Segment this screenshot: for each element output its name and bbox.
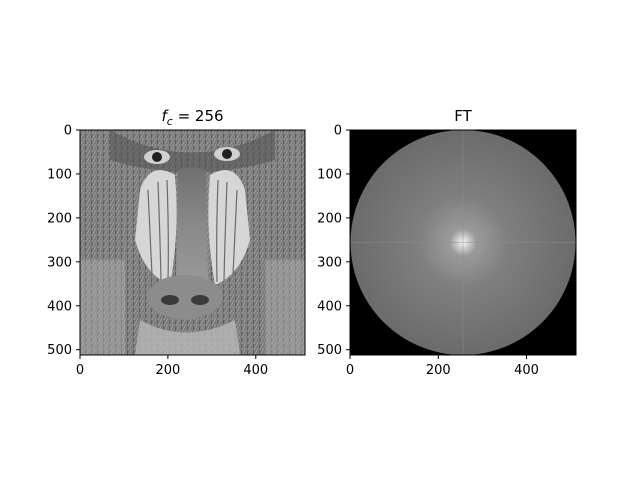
- ft-image: [350, 130, 576, 355]
- x-tick-label-left-1: 200: [155, 363, 180, 378]
- x-tick-label-left-0: 0: [76, 363, 84, 378]
- mandrill-image: [80, 130, 305, 355]
- ticks-left: 0 200 400 0 100 200 300 400 500: [47, 124, 268, 379]
- x-tick-label-right-2: 400: [514, 363, 539, 378]
- image-panel-right: FT 0 200 400 0 100 200 300 400 500: [317, 107, 577, 379]
- x-tick-label-right-0: 0: [346, 363, 354, 378]
- x-tick-label-right-1: 200: [426, 363, 451, 378]
- title-left: fc = 256: [161, 107, 223, 128]
- title-right: FT: [454, 107, 472, 125]
- y-tick-label-right-1: 100: [317, 167, 342, 182]
- y-tick-label-left-4: 400: [47, 299, 72, 314]
- y-tick-label-left-1: 100: [47, 167, 72, 182]
- axes-frame-left: [79, 129, 306, 356]
- y-tick-label-right-4: 400: [317, 299, 342, 314]
- image-panel-left: fc = 256 0 200 400 0 100 200 300 400 500: [47, 107, 306, 379]
- y-tick-label-right-5: 500: [317, 343, 342, 358]
- y-tick-label-left-2: 200: [47, 211, 72, 226]
- y-tick-label-left-3: 300: [47, 255, 72, 270]
- axes-frame-right: [349, 129, 577, 356]
- y-tick-label-left-5: 500: [47, 343, 72, 358]
- y-tick-label-left-0: 0: [64, 124, 72, 139]
- y-tick-label-right-3: 300: [317, 255, 342, 270]
- y-tick-label-right-0: 0: [334, 124, 342, 139]
- ticks-right: 0 200 400 0 100 200 300 400 500: [317, 124, 539, 379]
- y-tick-label-right-2: 200: [317, 211, 342, 226]
- x-tick-label-left-2: 400: [243, 363, 268, 378]
